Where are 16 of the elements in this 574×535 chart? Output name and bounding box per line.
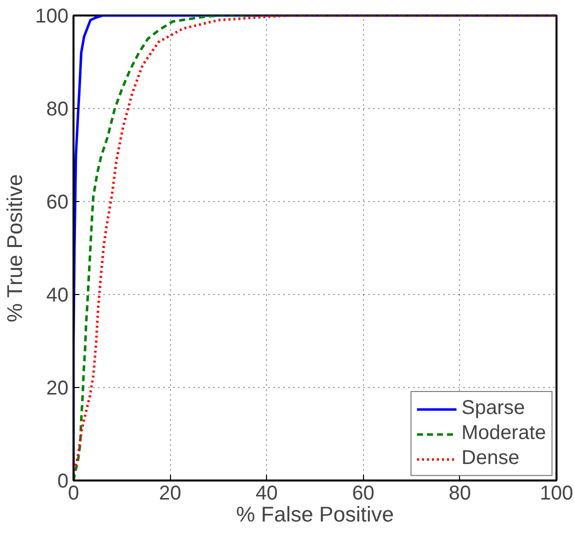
x-tick-label: 40 [256, 482, 278, 504]
x-tick-label: 100 [540, 482, 574, 504]
x-tick-label: 60 [352, 482, 374, 504]
legend-label: Dense [462, 447, 520, 470]
x-tick-label: 80 [448, 482, 472, 504]
x-tick-label: 20 [158, 482, 182, 504]
y-tick-label: 60 [46, 192, 69, 214]
y-tick-label: 40 [46, 284, 69, 306]
line-series [74, 16, 556, 480]
x-axis-title: % False Positive [236, 502, 394, 526]
y-tick-label: 100 [35, 6, 69, 28]
y-axis-title: % True Positive [3, 174, 28, 322]
legend-label: Moderate [462, 422, 546, 445]
y-tick-label: 80 [46, 98, 69, 120]
legend-label: Sparse [462, 397, 525, 420]
y-tick-label: 20 [46, 378, 69, 400]
